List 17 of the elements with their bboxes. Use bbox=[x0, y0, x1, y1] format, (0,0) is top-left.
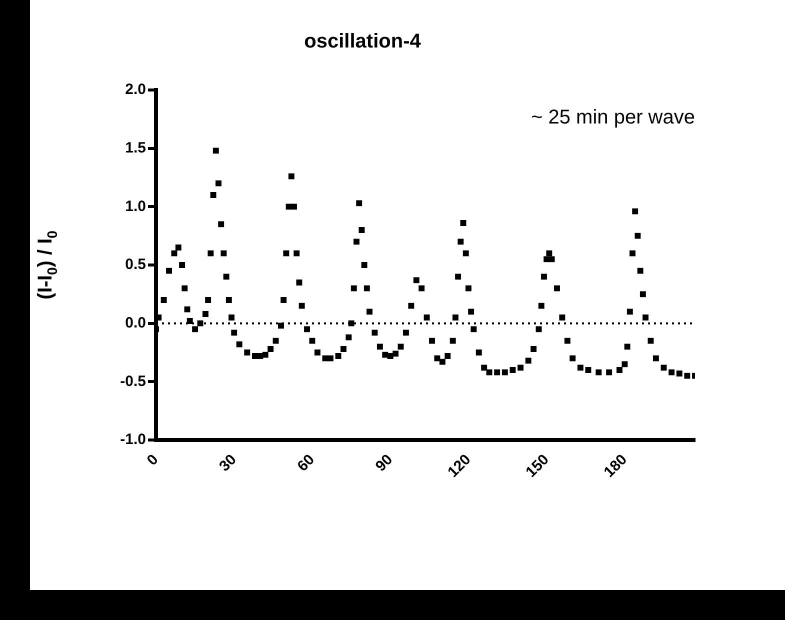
y-tick-label: 0.0 bbox=[125, 314, 146, 332]
x-tick-label: 150 bbox=[522, 451, 552, 481]
y-axis-title: (I-I0) / I0 bbox=[34, 230, 60, 300]
x-tick-label: 90 bbox=[372, 451, 396, 475]
y-tick-label: -1.0 bbox=[120, 431, 146, 448]
y-tick-label: 2.0 bbox=[125, 81, 146, 98]
chart-title: oscillation-4 bbox=[304, 30, 422, 53]
x-tick-label: 120 bbox=[444, 451, 474, 481]
y-tick-label: 0.5 bbox=[125, 256, 146, 274]
x-tick-label: 30 bbox=[216, 451, 240, 475]
x-tick-label: 180 bbox=[600, 451, 630, 481]
x-tick-label: 60 bbox=[294, 451, 318, 475]
y-tick-label: -0.5 bbox=[120, 372, 146, 390]
annotation: ~ 25 min per wave bbox=[531, 106, 695, 129]
y-tick-label: 1.5 bbox=[125, 139, 146, 156]
y-tick-label: 1.0 bbox=[125, 198, 146, 215]
x-tick-label: 0 bbox=[144, 451, 162, 470]
